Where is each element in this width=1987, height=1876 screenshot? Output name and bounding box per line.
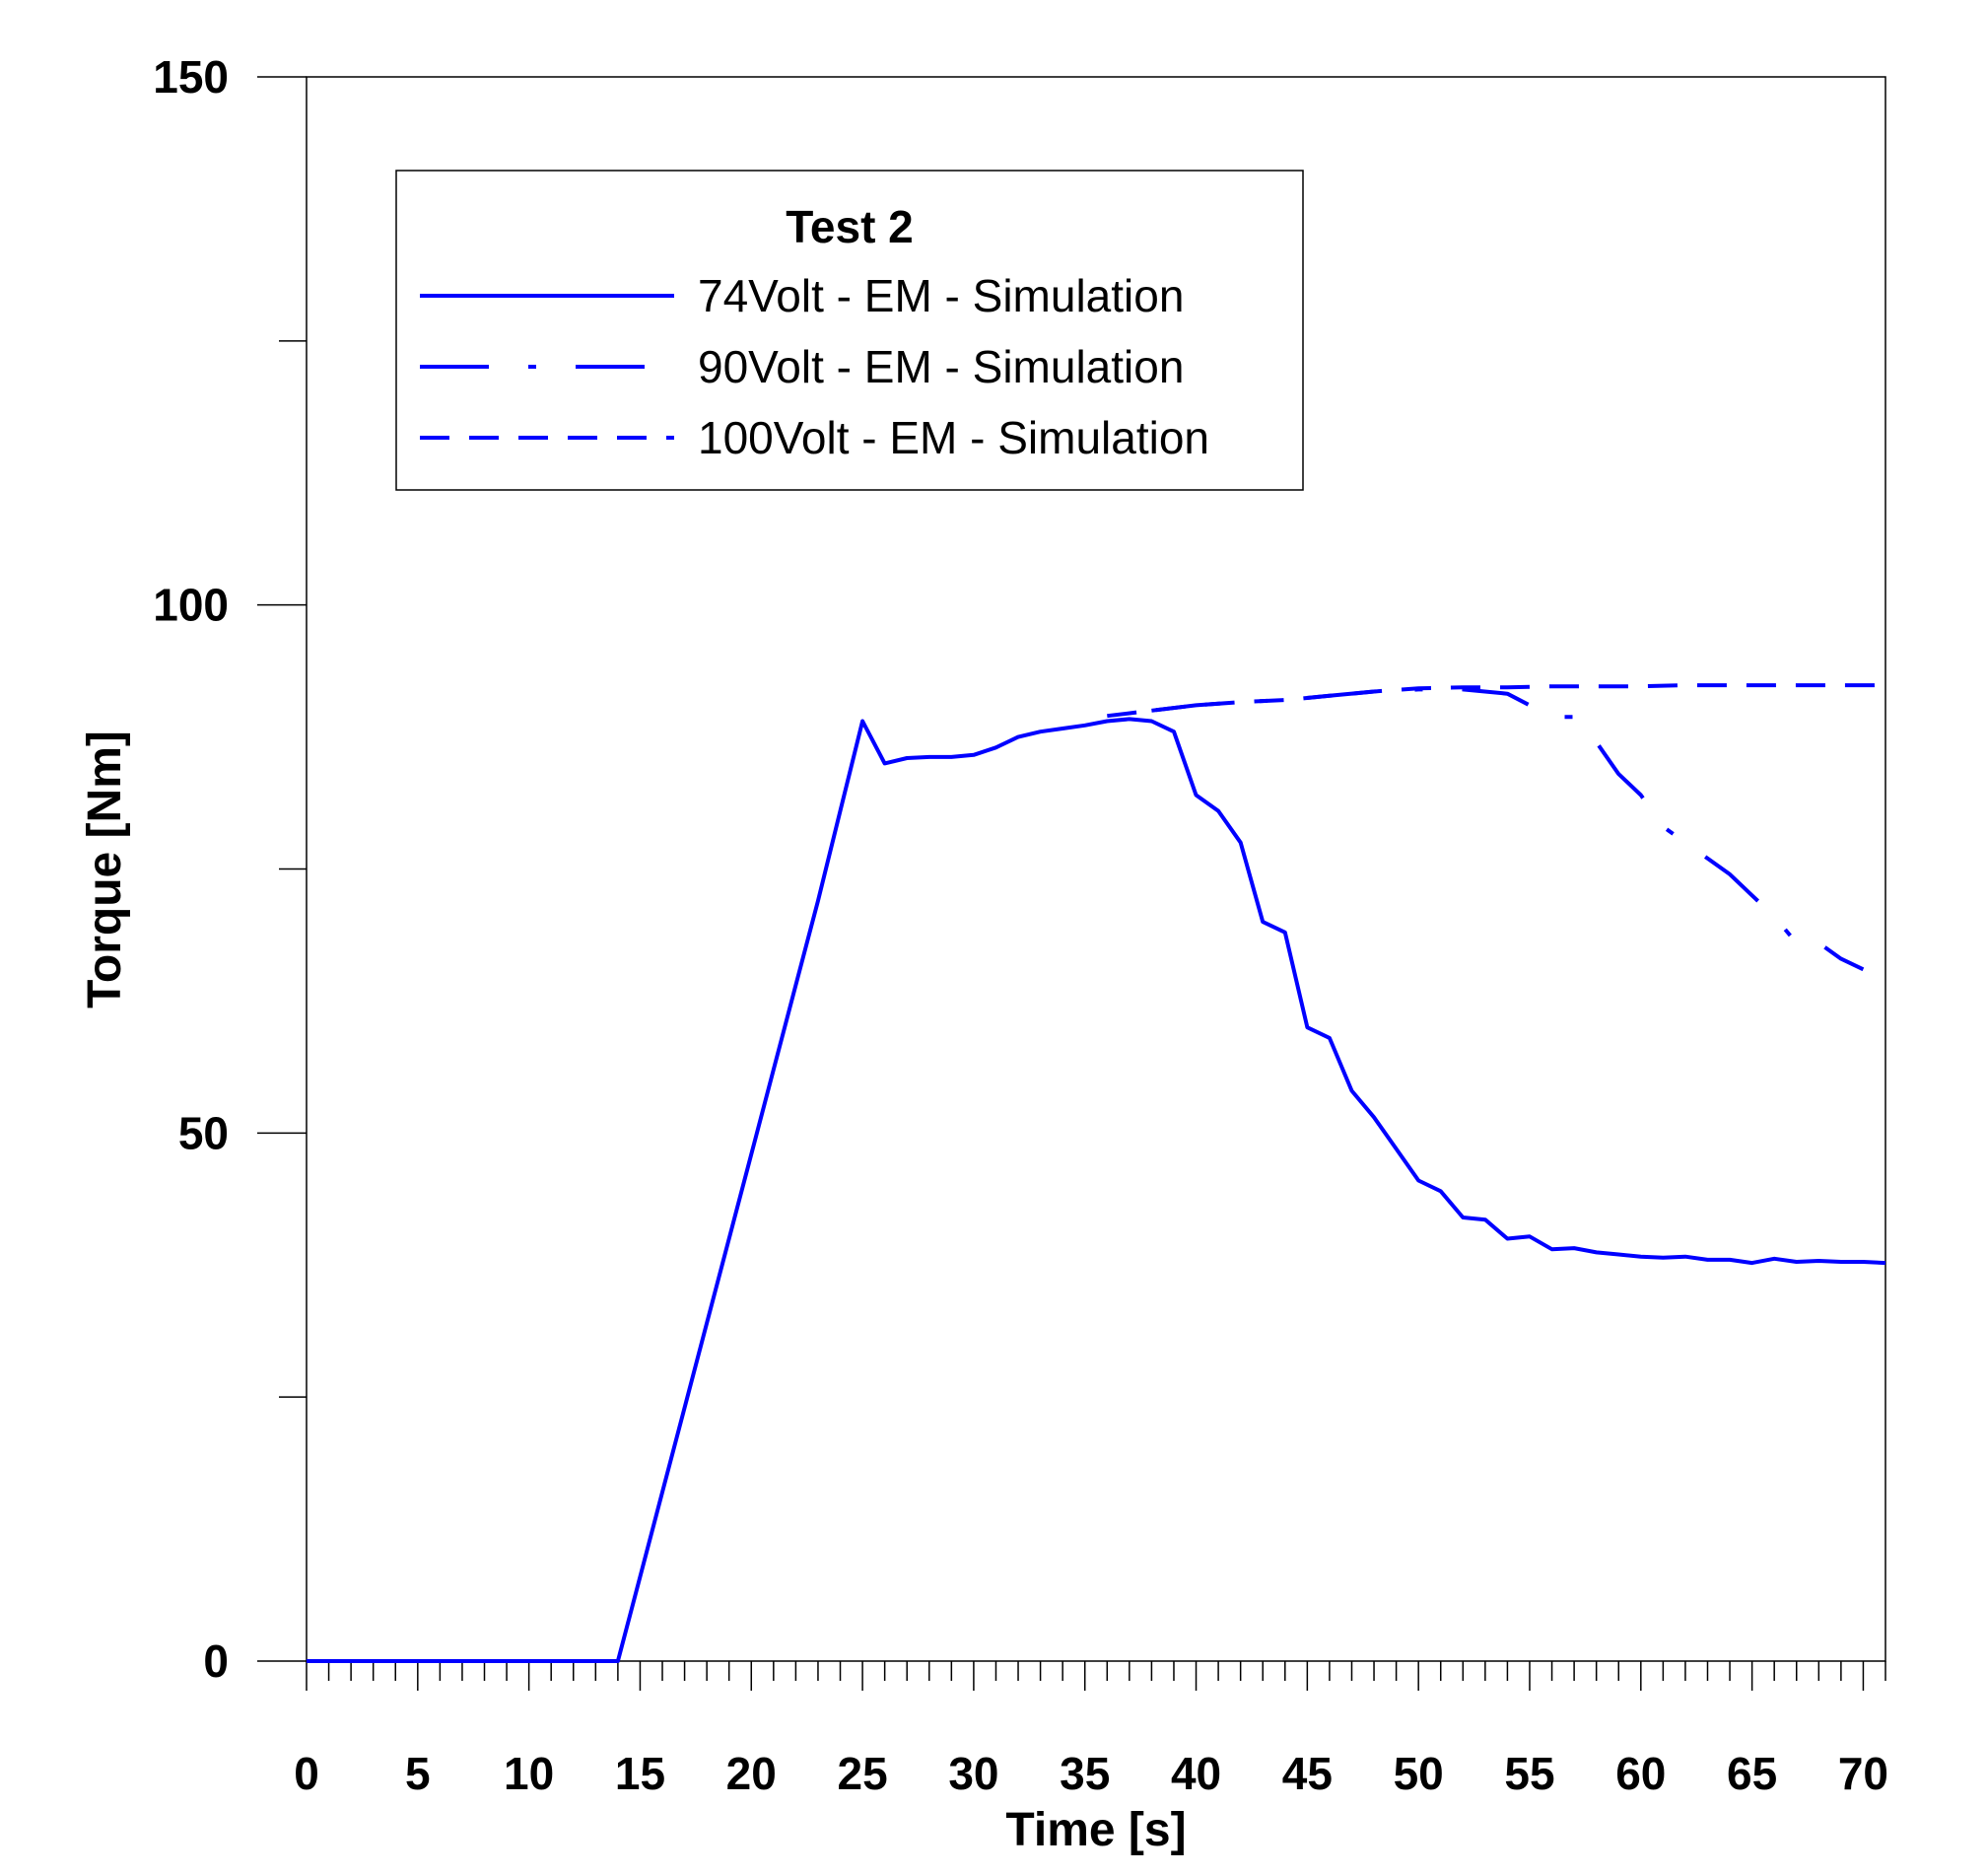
x-tick-label: 70 <box>1838 1748 1888 1799</box>
y-tick-label: 100 <box>153 580 229 631</box>
x-axis-title: Time [s] <box>1005 1804 1186 1856</box>
x-tick-label: 30 <box>948 1748 998 1799</box>
y-tick-label: 0 <box>203 1635 229 1687</box>
y-tick-label: 150 <box>153 51 229 103</box>
x-tick-label: 55 <box>1504 1748 1554 1799</box>
series-line-90volt-em-simulation <box>1151 687 1865 972</box>
y-tick-label: 50 <box>178 1107 229 1158</box>
legend: Test 2 74Volt - EM - Simulation 90Volt - … <box>395 170 1304 491</box>
x-tick-label: 40 <box>1171 1748 1221 1799</box>
x-tick-label: 35 <box>1060 1748 1110 1799</box>
x-tick-label: 20 <box>726 1748 777 1799</box>
x-axis: 0 5 10 15 20 25 30 35 40 45 50 55 60 65 70 <box>294 1661 1888 1799</box>
x-tick-label: 50 <box>1394 1748 1444 1799</box>
series-line-100volt-em-simulation <box>1107 683 1885 719</box>
x-tick-label: 65 <box>1727 1748 1777 1799</box>
legend-label-74volt-em-simulation: 74Volt - EM - Simulation <box>698 270 1184 321</box>
x-tick-label: 5 <box>405 1748 431 1799</box>
legend-title: Test 2 <box>786 201 914 252</box>
series-line-74volt-em-simulation <box>307 717 1886 1663</box>
x-tick-label: 10 <box>504 1748 554 1799</box>
y-axis-title: Torque [Nm] <box>79 730 131 1008</box>
legend-label-100volt-em-simulation: 100Volt - EM - Simulation <box>698 412 1209 463</box>
x-tick-label: 45 <box>1282 1748 1333 1799</box>
x-tick-label: 60 <box>1615 1748 1666 1799</box>
y-axis: 0 50 100 150 <box>153 51 307 1687</box>
legend-label-90volt-em-simulation: 90Volt - EM - Simulation <box>698 341 1184 392</box>
x-tick-label: 15 <box>615 1748 665 1799</box>
x-tick-label: 25 <box>837 1748 887 1799</box>
x-tick-label: 0 <box>294 1748 319 1799</box>
series-layer <box>307 683 1886 1663</box>
